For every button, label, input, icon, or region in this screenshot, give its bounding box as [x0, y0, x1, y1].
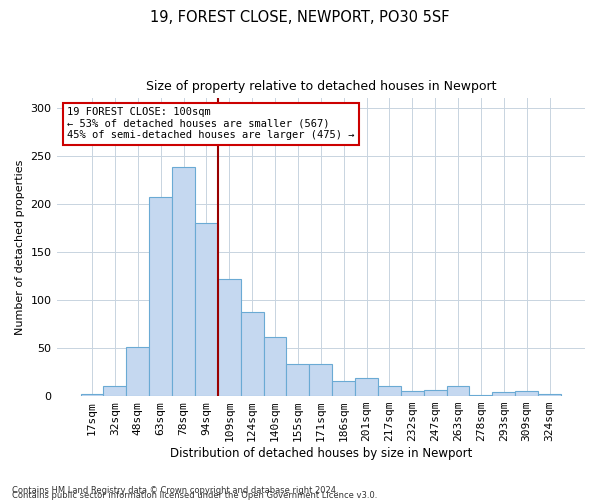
Bar [310, 364, 332, 396]
Bar [241, 312, 263, 396]
Bar [172, 166, 195, 396]
Bar [493, 392, 515, 396]
X-axis label: Distribution of detached houses by size in Newport: Distribution of detached houses by size … [170, 447, 472, 460]
Bar [355, 378, 378, 396]
Text: Contains public sector information licensed under the Open Government Licence v3: Contains public sector information licen… [12, 490, 377, 500]
Bar [378, 386, 401, 396]
Bar [127, 347, 149, 396]
Bar [538, 394, 561, 396]
Bar [149, 198, 172, 396]
Bar [286, 364, 310, 396]
Bar [80, 394, 103, 396]
Bar [424, 390, 446, 396]
Text: Contains HM Land Registry data © Crown copyright and database right 2024.: Contains HM Land Registry data © Crown c… [12, 486, 338, 495]
Text: 19 FOREST CLOSE: 100sqm
← 53% of detached houses are smaller (567)
45% of semi-d: 19 FOREST CLOSE: 100sqm ← 53% of detache… [67, 108, 355, 140]
Bar [103, 386, 127, 396]
Title: Size of property relative to detached houses in Newport: Size of property relative to detached ho… [146, 80, 496, 93]
Bar [515, 392, 538, 396]
Bar [332, 380, 355, 396]
Bar [446, 386, 469, 396]
Bar [401, 392, 424, 396]
Text: 19, FOREST CLOSE, NEWPORT, PO30 5SF: 19, FOREST CLOSE, NEWPORT, PO30 5SF [150, 10, 450, 25]
Bar [218, 279, 241, 396]
Bar [195, 223, 218, 396]
Y-axis label: Number of detached properties: Number of detached properties [15, 160, 25, 335]
Bar [263, 338, 286, 396]
Bar [469, 395, 493, 396]
